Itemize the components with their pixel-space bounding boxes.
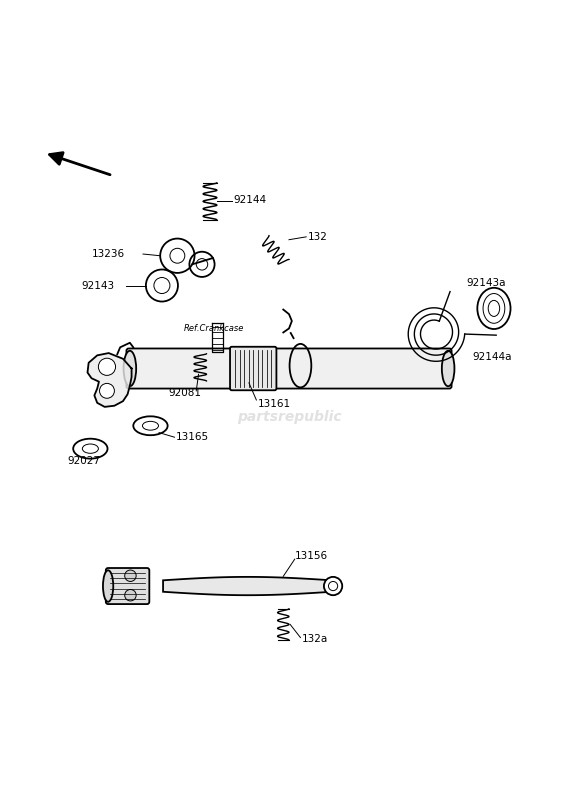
FancyBboxPatch shape [106,568,149,604]
Text: 132: 132 [307,232,327,242]
Text: 13161: 13161 [258,399,291,409]
Text: 13165: 13165 [176,432,209,442]
Circle shape [98,358,116,375]
Text: Ref.Crankcase: Ref.Crankcase [184,324,244,333]
Circle shape [125,570,136,582]
Text: 92143a: 92143a [467,278,506,288]
FancyBboxPatch shape [230,346,276,390]
Polygon shape [87,353,132,407]
Text: 92027: 92027 [67,456,100,466]
Circle shape [324,577,342,595]
Text: 13236: 13236 [91,249,125,259]
Ellipse shape [442,350,454,386]
Circle shape [99,383,114,398]
Ellipse shape [103,570,113,602]
Circle shape [125,590,136,601]
Text: 92144a: 92144a [472,352,512,362]
Text: 92143: 92143 [81,281,115,290]
Text: 132a: 132a [302,634,328,644]
Text: partsrepublic: partsrepublic [236,410,342,424]
Text: 92081: 92081 [169,388,202,398]
FancyBboxPatch shape [127,349,451,389]
Ellipse shape [124,350,136,386]
Polygon shape [163,577,332,595]
Text: 13156: 13156 [295,550,328,561]
Text: 92144: 92144 [233,195,266,206]
